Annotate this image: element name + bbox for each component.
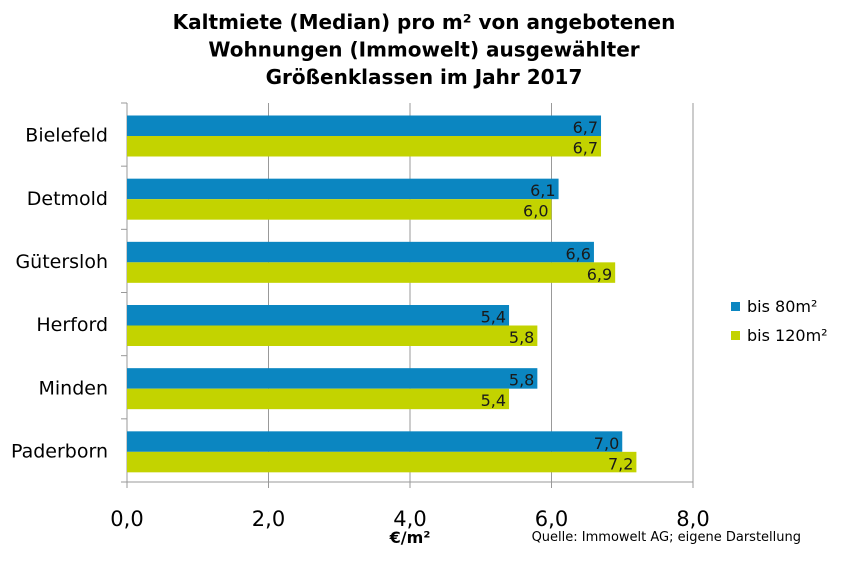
bar: [127, 305, 510, 326]
bar: [127, 136, 602, 157]
data-label: 5,4: [481, 391, 506, 410]
category-label: Paderborn: [11, 440, 108, 462]
data-label: 7,2: [608, 454, 633, 473]
chart-title-line: Größenklassen im Jahr 2017: [266, 65, 583, 89]
bar: [127, 199, 552, 220]
bar: [127, 388, 510, 410]
bar: [127, 262, 616, 283]
x-tick-label: 6,0: [535, 507, 568, 531]
legend-label: bis 120m²: [747, 326, 828, 345]
data-label: 5,8: [509, 328, 534, 347]
category-label: Minden: [38, 377, 108, 399]
x-tick-label: 2,0: [252, 507, 285, 531]
data-label: 5,4: [481, 308, 506, 327]
category-label: Bielefeld: [25, 125, 108, 147]
category-label: Herford: [36, 314, 108, 336]
bar: [127, 115, 602, 136]
bar: [127, 241, 594, 263]
source-note: Quelle: Immowelt AG; eigene Darstellung: [532, 530, 801, 545]
x-axis-label: €/m²: [389, 528, 431, 547]
legend-swatch: [731, 302, 740, 311]
legend-label: bis 80m²: [747, 297, 817, 316]
data-label: 6,7: [573, 118, 598, 137]
bar: [127, 178, 559, 200]
data-label: 6,9: [587, 265, 612, 284]
x-tick-label: 0,0: [110, 507, 143, 531]
bar: [127, 451, 637, 473]
legend-swatch: [731, 331, 740, 340]
x-tick-label: 4,0: [393, 507, 426, 531]
data-label: 5,8: [509, 371, 534, 390]
category-label: Detmold: [27, 188, 108, 210]
chart-title-line: Kaltmiete (Median) pro m² von angebotene…: [173, 10, 676, 34]
data-label: 7,0: [594, 434, 619, 453]
bar: [127, 325, 538, 346]
bar: [127, 368, 538, 389]
chart-title-line: Wohnungen (Immowelt) ausgewählter: [208, 38, 639, 62]
data-label: 6,6: [565, 244, 590, 263]
bar: [127, 431, 623, 452]
x-tick-label: 8,0: [676, 507, 709, 531]
data-label: 6,1: [530, 181, 555, 200]
category-label: Gütersloh: [15, 251, 108, 273]
data-label: 6,7: [573, 139, 598, 158]
data-label: 6,0: [523, 202, 548, 221]
